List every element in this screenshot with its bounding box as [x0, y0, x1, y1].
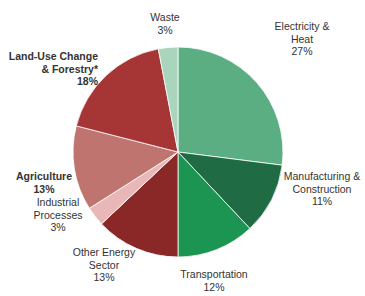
- slice-label: Land-Use Change& Forestry*: [9, 50, 99, 75]
- label-line: Electricity &: [275, 20, 330, 32]
- slice-label: Agriculture: [16, 170, 72, 182]
- label-line: Transportation: [180, 268, 247, 280]
- label-line: & Forestry*: [41, 63, 99, 75]
- slice-label: Electricity &Heat: [275, 20, 330, 45]
- label-line: Industrial: [37, 196, 80, 208]
- slice-label: Waste: [150, 11, 180, 23]
- slice-label: IndustrialProcesses: [33, 196, 82, 221]
- slice: [178, 47, 283, 165]
- chart: Electricity &Heat27% Manufacturing &Const…: [0, 0, 365, 296]
- value-label: 27%: [291, 45, 312, 57]
- value-label: 18%: [77, 75, 99, 87]
- slice-label: Transportation: [180, 268, 247, 280]
- value-label: 3%: [157, 24, 172, 36]
- slice: [178, 152, 250, 257]
- label-line: Waste: [150, 11, 180, 23]
- label-line: Land-Use Change: [9, 50, 98, 62]
- label-line: Sector: [89, 259, 120, 271]
- label-line: Processes: [33, 209, 82, 221]
- slice-label: Other EnergySector: [73, 246, 136, 271]
- label-line: Other Energy: [73, 246, 136, 258]
- value-label: 11%: [312, 195, 332, 207]
- slice: [158, 47, 178, 152]
- value-label: 12%: [203, 281, 224, 293]
- label-line: Agriculture: [16, 170, 72, 182]
- labels: Electricity &Heat27% Manufacturing &Const…: [9, 11, 361, 293]
- value-label: 13%: [93, 271, 114, 283]
- pie: [73, 47, 283, 257]
- label-line: Construction: [293, 183, 352, 195]
- value-label: 13%: [33, 183, 55, 195]
- value-label: 3%: [50, 221, 65, 233]
- label-line: Heat: [291, 33, 313, 45]
- label-line: Manufacturing &: [284, 170, 360, 182]
- slice-label: Manufacturing &Construction: [284, 170, 360, 195]
